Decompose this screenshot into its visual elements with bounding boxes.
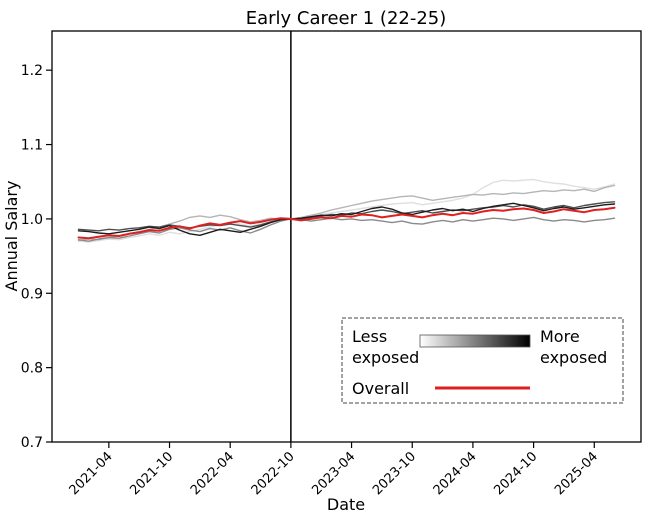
series-line-least-exposed-q1 (77, 178, 616, 243)
x-tick-label: 2021-10 (127, 449, 176, 498)
x-tick-label: 2025-04 (552, 449, 601, 498)
x-tick-label: 2023-04 (309, 449, 358, 498)
plot-border (51, 30, 642, 443)
legend-less-label-line2: exposed (352, 348, 419, 367)
series-line-most-exposed-q5 (77, 202, 616, 237)
y-tick-label: 1.2 (21, 63, 43, 79)
y-tick-label: 0.9 (21, 286, 43, 302)
x-tick-label: 2021-04 (67, 449, 116, 498)
exposure-gradient-bar (419, 334, 531, 348)
y-tick-label: 1.1 (21, 138, 43, 154)
y-tick-label: 0.8 (21, 361, 43, 377)
legend-overall-label: Overall (352, 379, 409, 398)
legend-more-label-line2: exposed (540, 348, 607, 367)
series-line-overall (77, 206, 616, 240)
legend: Less exposed More exposed Overall (341, 317, 624, 404)
legend-more-label-line1: More (540, 327, 580, 346)
y-axis-label: Annual Salary (2, 181, 21, 292)
x-tick-label: 2023-10 (370, 449, 419, 498)
y-tick-label: 0.7 (21, 435, 43, 451)
x-tick-label: 2022-04 (188, 449, 237, 498)
x-tick-label: 2022-10 (249, 449, 298, 498)
y-tick-label: 1.0 (21, 212, 43, 228)
legend-less-label-line1: Less (352, 327, 387, 346)
x-tick-label: 2024-04 (431, 449, 480, 498)
chart-title: Early Career 1 (22-25) (246, 8, 447, 29)
x-axis-label: Date (327, 495, 365, 514)
x-tick-label: 2024-10 (491, 449, 540, 498)
series-line-q3 (77, 216, 616, 242)
